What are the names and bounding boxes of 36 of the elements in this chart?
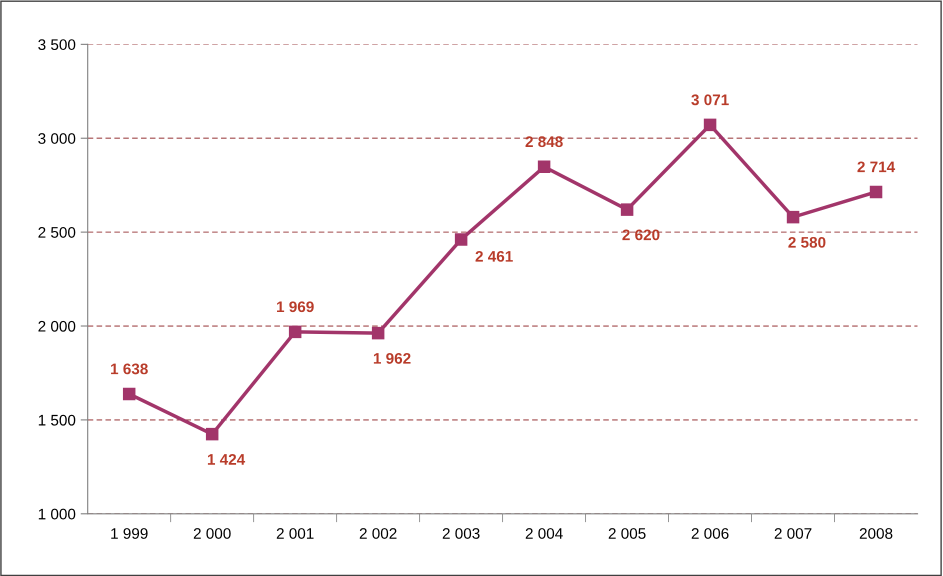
x-tick-label: 2 004 bbox=[526, 528, 563, 539]
data-label: 3 071 bbox=[691, 94, 729, 106]
point bbox=[620, 203, 634, 216]
x-tick-label: 2 005 bbox=[608, 528, 646, 539]
data-label: 1 962 bbox=[374, 353, 411, 364]
point bbox=[704, 118, 716, 132]
data-label: 2 461 bbox=[476, 250, 513, 262]
data-label: 2 580 bbox=[788, 236, 826, 248]
data-label: 1 424 bbox=[208, 454, 246, 465]
point bbox=[870, 186, 882, 198]
data-label: 1 969 bbox=[277, 301, 314, 312]
x-tick-label: 2 000 bbox=[194, 528, 231, 539]
y-tick-label: 2 500 bbox=[38, 226, 76, 238]
point bbox=[206, 428, 218, 440]
point bbox=[454, 233, 468, 246]
x-tick-label: 2 007 bbox=[774, 528, 812, 539]
x-tick-label: 2 001 bbox=[276, 528, 314, 539]
x-tick-label: 2 002 bbox=[360, 528, 396, 539]
point bbox=[786, 210, 800, 224]
x-tick-label: 1 999 bbox=[111, 528, 148, 539]
point bbox=[372, 326, 384, 340]
x-tick-label: 2 003 bbox=[442, 528, 480, 539]
x-tick-label: 2 006 bbox=[692, 528, 729, 539]
x-tick-label: 2008 bbox=[860, 528, 892, 539]
y-tick-label: 2 000 bbox=[38, 320, 76, 332]
point bbox=[538, 160, 550, 174]
data-label: 2 620 bbox=[622, 229, 660, 240]
y-tick-label: 3 500 bbox=[38, 39, 76, 50]
data-label: 2 714 bbox=[857, 161, 896, 172]
data-label: 2 848 bbox=[526, 136, 563, 148]
y-tick-label: 1 000 bbox=[38, 508, 76, 520]
point bbox=[122, 388, 136, 400]
y-tick-label: 1 500 bbox=[38, 414, 76, 426]
point bbox=[288, 326, 302, 338]
y-tick-label: 3 000 bbox=[38, 133, 76, 144]
data-label: 1 638 bbox=[111, 363, 148, 374]
